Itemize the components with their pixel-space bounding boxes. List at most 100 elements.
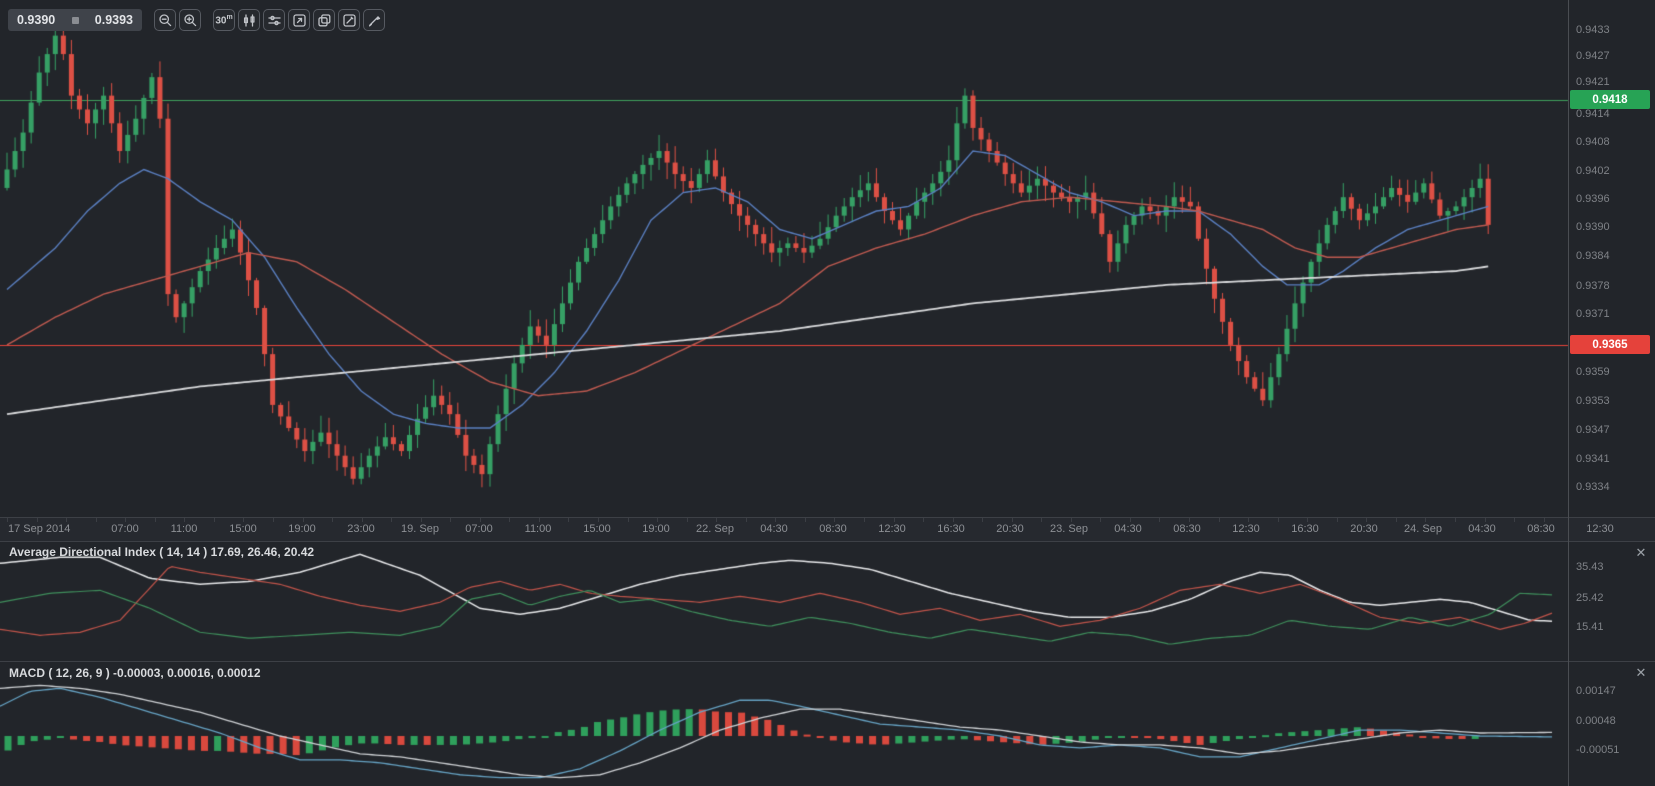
time-axis-label: 17 Sep 2014 — [8, 523, 71, 535]
time-axis-label: 11:00 — [170, 523, 198, 535]
time-axis-tick — [1041, 518, 1043, 522]
time-axis-label: 12:30 — [878, 523, 906, 535]
timeframe-button[interactable]: 30m — [213, 9, 235, 31]
time-axis-tick — [863, 518, 865, 522]
time-axis-label: 19:00 — [288, 523, 316, 535]
time-axis-label: 08:30 — [1173, 523, 1201, 535]
macd-panel-title: MACD ( 12, 26, 9 ) -0.00003, 0.00016, 0.… — [9, 666, 261, 680]
edit-chart-button[interactable] — [338, 9, 360, 31]
time-axis-tick — [391, 518, 393, 522]
time-axis-tick — [154, 518, 156, 522]
time-axis-tick — [538, 518, 540, 522]
time-axis-tick — [7, 518, 8, 522]
time-axis-tick — [1218, 518, 1220, 522]
time-axis-tick — [893, 518, 895, 522]
time-axis-label: 07:00 — [465, 523, 493, 535]
zoom-out-button[interactable] — [154, 9, 176, 31]
time-axis-label: 08:30 — [1527, 523, 1555, 535]
time-axis-tick — [95, 518, 97, 522]
time-axis-label: 04:30 — [1114, 523, 1142, 535]
time-axis-tick — [1159, 518, 1161, 522]
time-axis-tick — [804, 518, 806, 522]
time-axis-tick — [1395, 518, 1397, 522]
time-axis-tick — [125, 518, 127, 522]
time-axis-tick — [1484, 518, 1486, 522]
time-axis-tick — [479, 518, 481, 522]
duplicate-chart-button[interactable] — [313, 9, 335, 31]
macd-close-button[interactable]: ✕ — [1632, 664, 1650, 682]
time-axis-tick — [1366, 518, 1368, 522]
separator-adx-macd — [0, 661, 1655, 662]
time-axis-label: 15:00 — [583, 523, 611, 535]
time-axis-tick — [1514, 518, 1516, 522]
time-axis-tick — [272, 518, 274, 522]
time-axis-label: 23:00 — [347, 523, 375, 535]
time-axis-label: 16:30 — [937, 523, 965, 535]
zoom-out-icon — [158, 13, 171, 26]
time-axis-tick — [1277, 518, 1279, 522]
draw-tool-button[interactable] — [363, 9, 385, 31]
time-axis-tick — [923, 518, 925, 522]
indicator-settings-button[interactable] — [263, 9, 285, 31]
duplicate-chart-icon — [317, 13, 330, 26]
time-axis-label: 20:30 — [1350, 523, 1378, 535]
zoom-in-icon — [183, 13, 196, 26]
time-axis-label: 19:00 — [642, 523, 670, 535]
time-axis-tick — [1336, 518, 1338, 522]
time-axis-tick — [686, 518, 688, 522]
adx-close-icon: ✕ — [1635, 545, 1647, 560]
bid-price: 0.9390 — [17, 13, 56, 27]
timeframe-30m-label: 30m — [215, 13, 233, 27]
bid-ask-quote[interactable]: 0.9390 0.9393 — [8, 9, 142, 31]
time-axis-tick — [361, 518, 363, 522]
time-axis-label: 11:00 — [524, 523, 552, 535]
separator-time-adx — [0, 541, 1655, 542]
time-axis-label: 22. Sep — [696, 523, 734, 535]
time-axis-label: 12:30 — [1586, 523, 1614, 535]
time-axis-tick — [1248, 518, 1250, 522]
time-axis-tick — [1425, 518, 1427, 522]
time-axis-tick — [36, 518, 38, 522]
time-axis-tick — [66, 518, 68, 522]
expand-chart-icon — [292, 13, 306, 27]
adx-close-button[interactable]: ✕ — [1632, 544, 1650, 562]
expand-chart-button[interactable] — [288, 9, 310, 31]
time-axis-tick — [834, 518, 836, 522]
time-axis-label: 23. Sep — [1050, 523, 1088, 535]
edit-chart-icon — [342, 13, 356, 27]
time-axis-tick — [1100, 518, 1102, 522]
time-axis-label: 16:30 — [1291, 523, 1319, 535]
time-axis-tick — [332, 518, 334, 522]
time-axis-tick — [1189, 518, 1190, 522]
separator-price-axis — [1568, 0, 1569, 786]
ask-price: 0.9393 — [94, 13, 133, 27]
time-axis-tick — [745, 518, 747, 522]
time-axis-tick — [1129, 518, 1131, 522]
time-axis-tick — [1543, 518, 1545, 522]
time-axis-label: 04:30 — [760, 523, 788, 535]
time-axis-label: 08:30 — [819, 523, 847, 535]
time-axis-label: 19. Sep — [401, 523, 439, 535]
time-axis-tick — [598, 518, 599, 522]
time-axis-tick — [657, 518, 659, 522]
separator-main-time — [0, 517, 1655, 518]
indicator-settings-icon — [267, 15, 281, 25]
time-axis-tick — [1307, 518, 1309, 522]
time-axis-tick — [775, 518, 777, 522]
time-axis[interactable]: 17 Sep 2014 07:00 11:00 15:00 19:00 23:00 19. … — [0, 518, 1655, 541]
time-axis-tick — [420, 518, 422, 522]
time-axis-label: 24. Sep — [1404, 523, 1442, 535]
time-axis-tick — [450, 518, 452, 522]
time-axis-tick — [302, 518, 304, 522]
macd-close-icon: ✕ — [1635, 665, 1647, 680]
time-axis-tick — [982, 518, 984, 522]
time-axis-tick — [1070, 518, 1072, 522]
time-axis-label: 04:30 — [1468, 523, 1496, 535]
time-axis-tick — [716, 518, 718, 522]
time-axis-tick — [952, 518, 954, 522]
zoom-in-button[interactable] — [179, 9, 201, 31]
time-axis-tick — [627, 518, 629, 522]
time-axis-label: 12:30 — [1232, 523, 1260, 535]
chart-type-button[interactable] — [238, 9, 260, 31]
